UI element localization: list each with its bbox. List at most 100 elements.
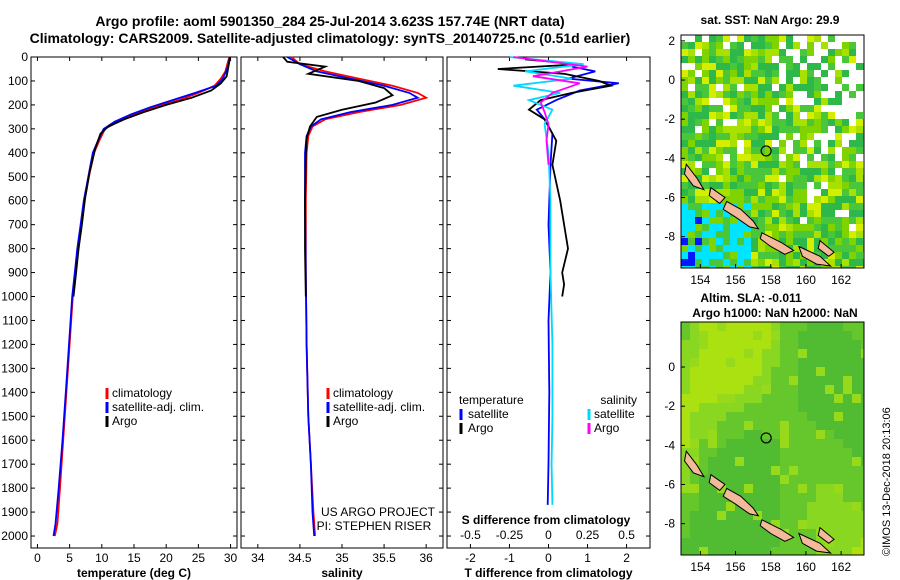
sla-cell xyxy=(753,520,762,529)
sst-cell xyxy=(730,140,737,147)
sst-cell xyxy=(849,161,856,168)
sst-cell xyxy=(716,35,723,42)
sst-cell xyxy=(821,238,828,245)
sla-cell xyxy=(708,511,717,520)
sst-cell xyxy=(751,168,758,175)
sla-cell xyxy=(789,502,798,511)
sst-cell xyxy=(716,154,723,161)
sst-cell xyxy=(716,91,723,98)
sla-cell xyxy=(753,475,762,484)
sla-cell xyxy=(735,421,744,430)
sla-cell xyxy=(762,502,771,511)
sst-cell xyxy=(695,77,702,84)
sla-cell xyxy=(861,430,864,439)
sst-cell xyxy=(765,259,772,266)
sst-cell xyxy=(793,63,800,70)
sst-cell xyxy=(800,189,807,196)
sla-cell xyxy=(744,547,753,555)
sla-cell xyxy=(681,412,690,421)
sla-cell xyxy=(798,322,807,331)
sla-cell xyxy=(825,340,834,349)
sst-cell xyxy=(716,189,723,196)
sla-cell xyxy=(726,529,735,538)
sst-cell xyxy=(828,182,835,189)
x-tick-label: -2 xyxy=(465,551,476,565)
sst-cell xyxy=(709,224,716,231)
sst-cell xyxy=(814,77,821,84)
sla-cell xyxy=(843,439,852,448)
sst-cell xyxy=(772,154,779,161)
sla-cell xyxy=(843,331,852,340)
sst-cell xyxy=(681,224,688,231)
sst-cell xyxy=(814,245,821,252)
sst-cell xyxy=(842,217,849,224)
sst-cell xyxy=(765,266,772,268)
sst-cell xyxy=(723,168,730,175)
sla-cell xyxy=(807,358,816,367)
sla-cell xyxy=(717,322,726,331)
sst-cell xyxy=(786,238,793,245)
sst-cell xyxy=(807,203,814,210)
sla-cell xyxy=(861,502,864,511)
sst-cell xyxy=(821,161,828,168)
map-y-tick-label: 2 xyxy=(668,34,675,48)
sla-cell xyxy=(681,385,690,394)
sla-cell xyxy=(699,448,708,457)
sst-cell xyxy=(688,49,695,56)
sla-cell xyxy=(699,511,708,520)
sst-cell xyxy=(814,238,821,245)
sla-cell xyxy=(762,475,771,484)
sla-cell xyxy=(789,403,798,412)
sla-cell xyxy=(717,376,726,385)
sla-cell xyxy=(717,502,726,511)
sst-cell xyxy=(793,140,800,147)
sla-cell xyxy=(771,349,780,358)
sst-cell xyxy=(814,63,821,70)
sla-cell xyxy=(789,385,798,394)
sla-cell xyxy=(735,520,744,529)
sst-cell xyxy=(730,161,737,168)
sst-cell xyxy=(786,161,793,168)
sst-cell xyxy=(821,196,828,203)
sla-cell xyxy=(726,331,735,340)
sla-cell xyxy=(753,547,762,555)
sst-cell xyxy=(772,189,779,196)
sst-cell xyxy=(800,196,807,203)
sla-cell xyxy=(843,430,852,439)
sst-cell xyxy=(800,84,807,91)
sla-cell xyxy=(816,430,825,439)
sla-cell xyxy=(735,340,744,349)
sla-cell xyxy=(717,493,726,502)
map-x-tick-label: 154 xyxy=(690,560,710,574)
depth-tick-label: 1800 xyxy=(1,481,28,495)
sst-cell xyxy=(772,252,779,259)
sst-cell xyxy=(828,56,835,63)
sla-cell xyxy=(852,358,861,367)
sst-cell xyxy=(793,154,800,161)
sst-cell xyxy=(744,168,751,175)
sst-cell xyxy=(779,224,786,231)
sst-cell xyxy=(744,259,751,266)
sst-cell xyxy=(744,77,751,84)
sla-cell xyxy=(690,358,699,367)
sla-cell xyxy=(753,457,762,466)
sst-cell xyxy=(772,91,779,98)
sst-cell xyxy=(786,84,793,91)
sla-cell xyxy=(744,349,753,358)
x-tick-label: 2 xyxy=(623,551,630,565)
sst-cell xyxy=(702,245,709,252)
sla-cell xyxy=(816,412,825,421)
sst-cell xyxy=(744,189,751,196)
sla-cell xyxy=(753,448,762,457)
sst-cell xyxy=(793,42,800,49)
sst-cell xyxy=(737,126,744,133)
sla-cell xyxy=(825,493,834,502)
sst-cell xyxy=(702,210,709,217)
sla-cell xyxy=(798,547,807,555)
sla-cell xyxy=(843,340,852,349)
sla-cell xyxy=(762,547,771,555)
sla-cell xyxy=(807,331,816,340)
sst-cell xyxy=(856,119,863,126)
sla-cell xyxy=(771,484,780,493)
sla-cell xyxy=(789,412,798,421)
